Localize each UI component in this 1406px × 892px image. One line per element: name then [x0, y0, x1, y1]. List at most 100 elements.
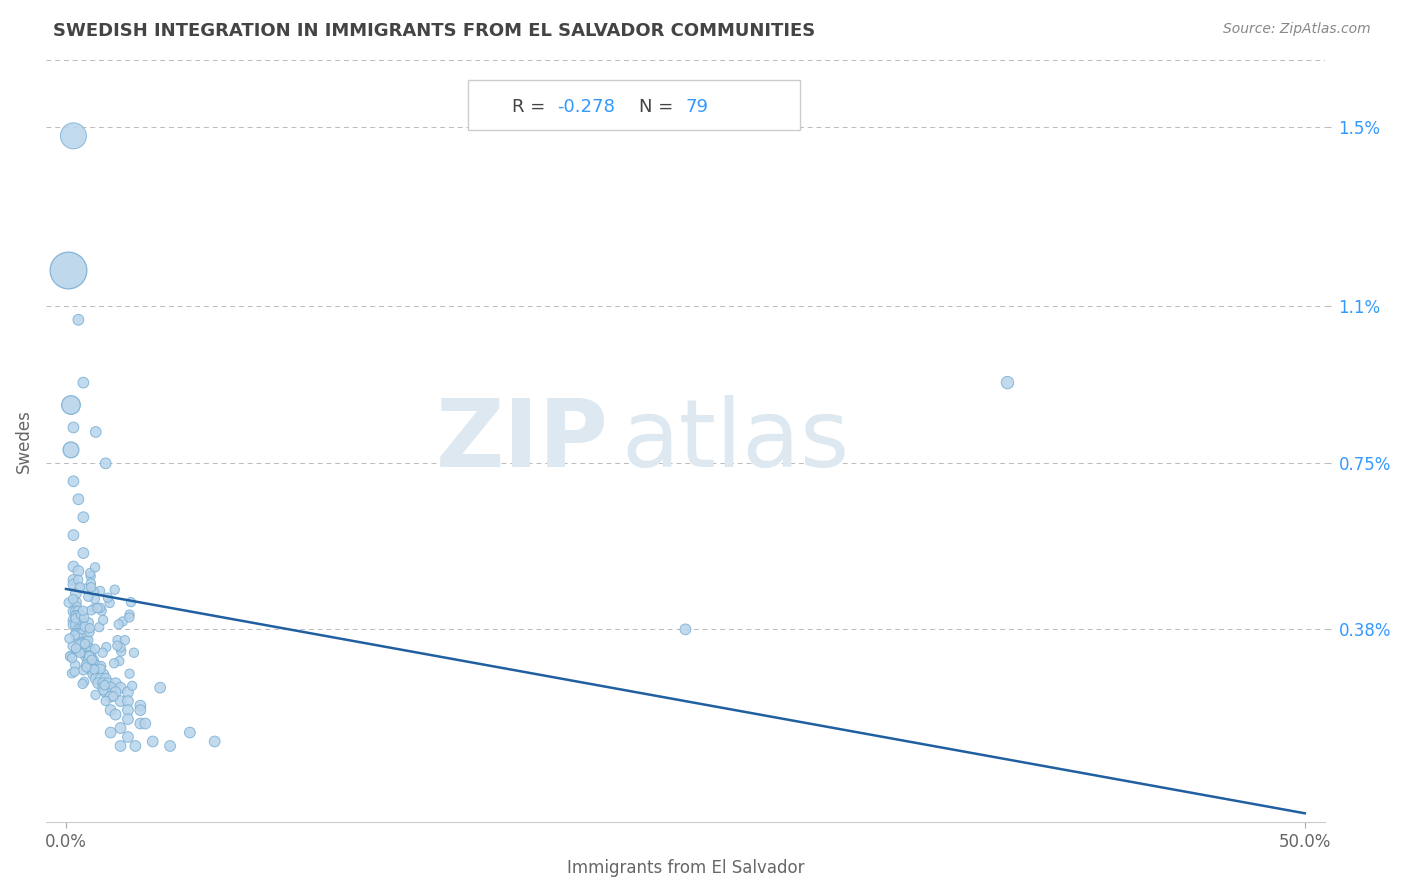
Text: R =: R = [512, 98, 551, 116]
Point [82, 667, 104, 681]
Point [80, 649, 103, 664]
Point [142, 734, 165, 748]
Point [87, 663, 110, 677]
Point [179, 725, 201, 739]
Point [118, 610, 141, 624]
Point [90, 662, 112, 676]
Point [72, 677, 94, 691]
Point [97, 591, 120, 605]
Point [72, 645, 94, 659]
Point [83, 584, 105, 599]
Point [59, 649, 82, 664]
Text: SWEDISH INTEGRATION IN IMMIGRANTS FROM EL SALVADOR COMMUNITIES: SWEDISH INTEGRATION IN IMMIGRANTS FROM E… [53, 22, 815, 40]
Point [84, 658, 107, 673]
Text: Source: ZipAtlas.com: Source: ZipAtlas.com [1223, 22, 1371, 37]
Point [70, 607, 93, 622]
Point [89, 600, 111, 615]
Point [67, 564, 90, 578]
Point [100, 725, 122, 739]
Point [91, 613, 114, 627]
Text: 79: 79 [685, 98, 709, 116]
Point [82, 663, 104, 677]
Point [67, 632, 90, 646]
Point [62, 559, 84, 574]
Point [110, 721, 132, 735]
Point [67, 608, 90, 623]
Point [80, 663, 103, 677]
Point [77, 590, 100, 604]
Point [89, 583, 111, 598]
Point [84, 663, 107, 677]
Point [72, 546, 94, 560]
Point [129, 716, 152, 731]
Point [91, 646, 114, 660]
Point [83, 592, 105, 607]
Point [58, 632, 80, 646]
Point [65, 599, 87, 614]
Point [67, 613, 90, 627]
Point [58, 263, 80, 277]
Point [67, 492, 90, 507]
Point [65, 604, 87, 618]
Point [108, 654, 131, 668]
Point [91, 683, 114, 698]
Point [94, 456, 117, 470]
Point [59, 648, 82, 663]
Point [67, 604, 90, 618]
Point [83, 601, 105, 615]
Point [114, 633, 136, 648]
Point [73, 582, 96, 596]
Point [62, 592, 84, 607]
Point [117, 730, 139, 744]
Point [90, 659, 112, 673]
Point [72, 636, 94, 650]
Point [75, 645, 97, 659]
Point [110, 694, 132, 708]
Point [91, 681, 114, 695]
Point [75, 649, 97, 664]
Point [62, 577, 84, 591]
Point [63, 658, 86, 673]
Point [87, 676, 110, 690]
Point [65, 618, 87, 632]
Point [77, 615, 100, 630]
Point [84, 641, 107, 656]
Point [93, 678, 115, 692]
Point [84, 672, 107, 686]
Point [82, 654, 104, 668]
Point [73, 611, 96, 625]
Point [82, 658, 104, 673]
Point [117, 685, 139, 699]
Point [79, 566, 101, 580]
Point [100, 690, 122, 704]
Point [104, 676, 127, 690]
Point [84, 560, 107, 574]
Point [65, 627, 87, 641]
Point [60, 651, 83, 665]
Point [673, 623, 696, 637]
Point [90, 604, 112, 618]
Point [73, 637, 96, 651]
Point [63, 665, 86, 679]
Point [65, 586, 87, 600]
Point [62, 528, 84, 542]
Point [97, 676, 120, 690]
Point [62, 618, 84, 632]
Point [94, 672, 117, 686]
Point [86, 601, 108, 615]
Point [75, 636, 97, 650]
Point [134, 716, 156, 731]
Point [94, 685, 117, 699]
Point [997, 376, 1019, 390]
Point [118, 607, 141, 622]
Point [75, 658, 97, 673]
Point [77, 649, 100, 664]
Point [120, 595, 142, 609]
Point [72, 604, 94, 618]
Point [65, 641, 87, 656]
Point [79, 569, 101, 583]
Point [83, 662, 105, 676]
Point [75, 632, 97, 646]
Point [104, 707, 127, 722]
Point [77, 640, 100, 655]
